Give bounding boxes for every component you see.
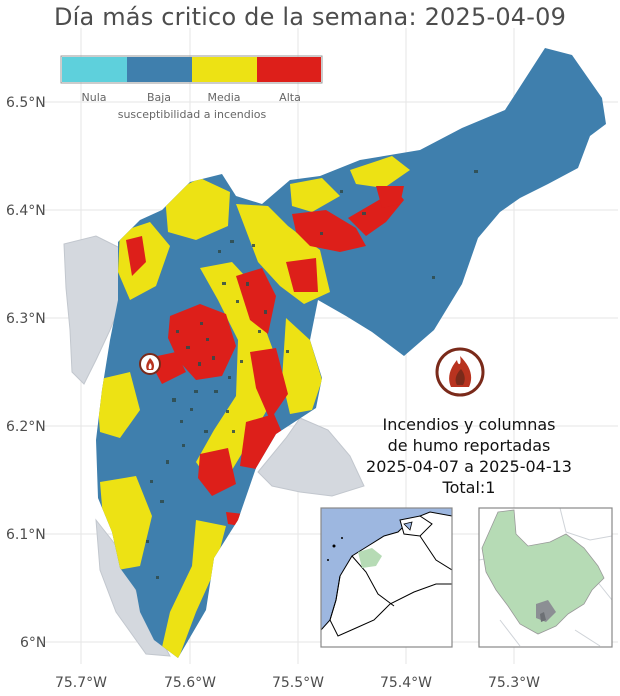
- fire-report-line: Incendios y columnas: [382, 415, 556, 434]
- lat-tick-label: 6.2°N: [6, 419, 46, 435]
- legend-label-nula: Nula: [82, 91, 107, 104]
- fire-report-date-range: 2025-04-07 a 2025-04-13: [366, 457, 572, 476]
- lat-tick-label: 6.4°N: [6, 203, 46, 219]
- legend-swatch-media: [192, 57, 257, 82]
- latitude-axis: 6.5°N 6.4°N 6.3°N 6.2°N 6.1°N 6°N: [6, 95, 46, 651]
- lat-tick-label: 6.5°N: [6, 95, 46, 111]
- lon-tick-label: 75.3°W: [488, 675, 540, 691]
- inset-department-map: [478, 507, 613, 648]
- fire-report-total: Total:1: [442, 478, 496, 497]
- lat-tick-label: 6°N: [20, 635, 46, 651]
- legend-swatch-alta: [257, 57, 321, 82]
- lon-tick-label: 75.7°W: [55, 675, 107, 691]
- fire-icon[interactable]: [139, 353, 161, 375]
- fire-report-annotation: Incendios y columnas de humo reportadas …: [338, 414, 600, 498]
- legend: Nula Baja Media Alta susceptibilidad a i…: [60, 55, 323, 121]
- legend-label-alta: Alta: [279, 91, 301, 104]
- inset-country-map: [320, 507, 453, 648]
- fire-icon: [435, 347, 485, 397]
- legend-label-baja: Baja: [147, 91, 171, 104]
- legend-swatch-nula: [62, 57, 127, 82]
- legend-swatch-baja: [127, 57, 192, 82]
- lat-tick-label: 6.1°N: [6, 527, 46, 543]
- lon-tick-label: 75.6°W: [164, 675, 216, 691]
- legend-title: susceptibilidad a incendios: [118, 108, 267, 121]
- fire-report-line: de humo reportadas: [387, 436, 551, 455]
- map-title: Día más critico de la semana: 2025-04-09: [53, 3, 567, 31]
- lat-tick-label: 6.3°N: [6, 311, 46, 327]
- legend-label-media: Media: [207, 91, 240, 104]
- lon-tick-label: 75.5°W: [272, 675, 324, 691]
- lon-tick-label: 75.4°W: [380, 675, 432, 691]
- longitude-axis: 75.7°W 75.6°W 75.5°W 75.4°W 75.3°W: [55, 675, 540, 691]
